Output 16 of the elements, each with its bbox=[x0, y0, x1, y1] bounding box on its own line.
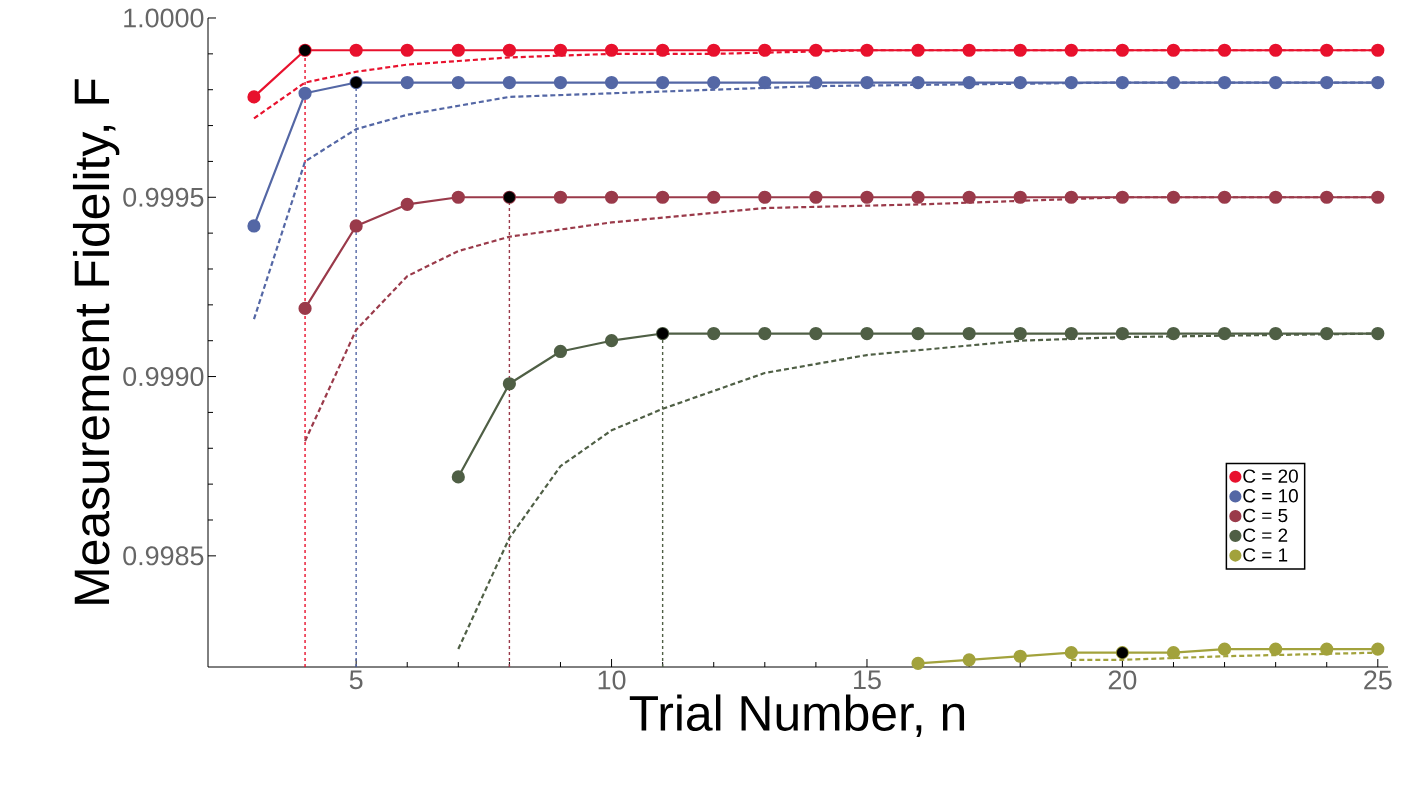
y-tick-label: 1.0000 bbox=[124, 8, 204, 28]
x-tick-label: 25 bbox=[1364, 670, 1392, 690]
y-tick-label: 0.9995 bbox=[123, 187, 204, 207]
y-axis-title: Measurement Fidelity, F bbox=[72, 79, 120, 604]
x-axis-title: Trial Number, n bbox=[629, 694, 965, 737]
legend-label: C = 5 bbox=[1243, 508, 1288, 523]
x-tick-label: 15 bbox=[854, 670, 881, 690]
y-tick-label: 0.9985 bbox=[123, 546, 204, 566]
legend-label: C = 1 bbox=[1243, 548, 1288, 562]
y-tick-label: 0.9990 bbox=[123, 367, 204, 387]
x-tick-label: 20 bbox=[1108, 670, 1137, 690]
x-tick-label: 10 bbox=[598, 670, 626, 690]
x-tick-label: 5 bbox=[349, 670, 363, 690]
legend-label: C = 20 bbox=[1243, 469, 1298, 483]
legend-label: C = 10 bbox=[1243, 489, 1298, 503]
legend-label: C = 2 bbox=[1243, 528, 1288, 542]
